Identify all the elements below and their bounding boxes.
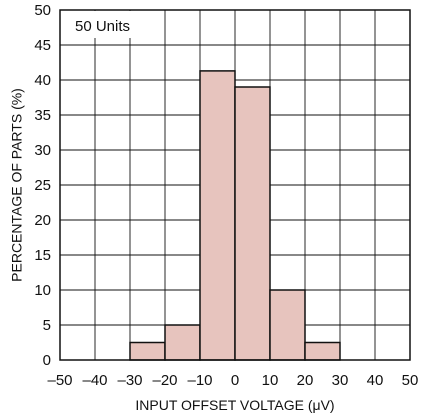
x-tick-label: 10 xyxy=(262,372,279,389)
y-tick-label: 35 xyxy=(34,107,51,124)
y-tick-label: 15 xyxy=(34,247,51,264)
x-tick-label: –10 xyxy=(187,372,212,389)
units-annotation: 50 Units xyxy=(75,18,130,35)
x-tick-label: –20 xyxy=(152,372,177,389)
x-tick-label: 40 xyxy=(367,372,384,389)
y-tick-label: 50 xyxy=(34,2,51,19)
plot-frame xyxy=(59,9,411,361)
y-tick-labels: 0 5 10 15 20 25 30 35 40 45 50 xyxy=(34,2,51,369)
x-axis-title: INPUT OFFSET VOLTAGE (μV) xyxy=(135,397,334,413)
y-axis-title: PERCENTAGE OF PARTS (%) xyxy=(9,88,25,282)
y-tick-label: 40 xyxy=(34,72,51,89)
y-tick-label: 10 xyxy=(34,282,51,299)
histogram-bar xyxy=(234,86,271,361)
x-tick-label: 0 xyxy=(231,372,239,389)
x-tick-label: –50 xyxy=(47,372,72,389)
y-tick-label: 25 xyxy=(34,177,51,194)
y-tick-label: 20 xyxy=(34,212,51,229)
y-tick-label: 30 xyxy=(34,142,51,159)
x-tick-label: –30 xyxy=(117,372,142,389)
histogram-bar xyxy=(304,341,341,361)
histogram-bar xyxy=(269,289,306,361)
x-tick-label: 20 xyxy=(297,372,314,389)
bars-layer xyxy=(129,70,341,361)
y-tick-label: 5 xyxy=(43,317,51,334)
y-tick-label: 45 xyxy=(34,37,51,54)
histogram-bar xyxy=(129,341,166,361)
x-tick-labels: –50 –40 –30 –20 –10 0 10 20 30 40 50 xyxy=(47,372,418,389)
x-tick-label: –40 xyxy=(82,372,107,389)
histogram-bar xyxy=(199,70,236,361)
x-tick-label: 30 xyxy=(332,372,349,389)
x-tick-label: 50 xyxy=(402,372,419,389)
annotation-background xyxy=(61,11,157,38)
y-tick-label: 0 xyxy=(43,352,51,369)
histogram-bar xyxy=(164,324,201,361)
